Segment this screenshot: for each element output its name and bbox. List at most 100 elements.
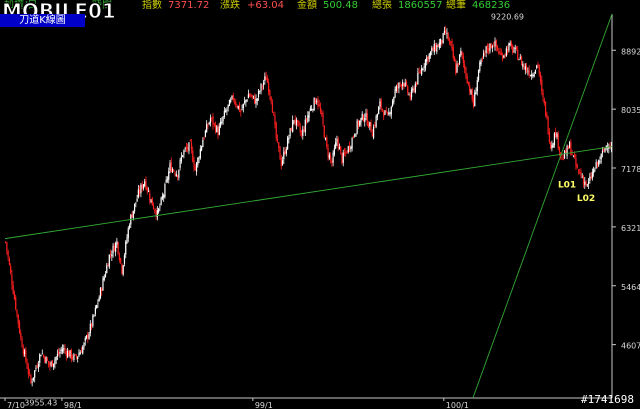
candle-body xyxy=(139,189,141,194)
candle-body xyxy=(452,47,454,58)
candle-body xyxy=(311,109,313,110)
candle-body xyxy=(209,118,212,123)
candle-body xyxy=(47,360,50,364)
candle-body xyxy=(275,122,277,139)
candle-body xyxy=(437,45,439,47)
candle-body xyxy=(546,113,548,118)
candle-body xyxy=(442,33,444,44)
y-tick-label: 7178 xyxy=(621,165,640,174)
chart-tool-label[interactable]: 刀道K線圖 xyxy=(0,14,85,27)
candle-body xyxy=(351,138,353,149)
candle-body xyxy=(419,72,421,74)
candle-body xyxy=(256,98,258,101)
candle-body xyxy=(31,381,33,383)
candle-body xyxy=(26,362,28,369)
candle-body xyxy=(206,124,208,133)
candle-body xyxy=(490,43,492,49)
candle-body xyxy=(465,67,467,77)
candle-body xyxy=(257,90,260,98)
candle-body xyxy=(480,59,482,65)
candle-body xyxy=(360,118,362,123)
x-tick-label: 98/1 xyxy=(64,401,82,409)
candle-body xyxy=(577,169,580,171)
candle-body xyxy=(142,184,145,189)
candle-body xyxy=(522,64,524,67)
candle-body xyxy=(107,265,109,267)
candle-body xyxy=(152,205,155,209)
y-tick-label: 4607 xyxy=(621,342,640,351)
candle-body xyxy=(59,351,61,354)
candle-body xyxy=(532,75,534,77)
candle-body xyxy=(160,197,162,205)
candle-body xyxy=(287,137,289,150)
candle-body xyxy=(359,120,361,126)
candle-body xyxy=(371,133,373,137)
candle-body xyxy=(6,242,8,251)
candle-body xyxy=(323,125,325,138)
candle-body xyxy=(241,108,243,110)
candle-body xyxy=(537,64,539,66)
candle-body xyxy=(515,46,518,49)
candle-body xyxy=(605,145,607,148)
candle-body xyxy=(562,158,564,160)
candle-body xyxy=(341,152,343,164)
candle-body xyxy=(523,64,525,68)
candle-body xyxy=(576,164,578,168)
candle-body xyxy=(250,95,252,97)
candle-body xyxy=(136,198,138,202)
candle-body xyxy=(146,187,148,191)
candle-body xyxy=(166,178,169,180)
candle-body xyxy=(398,82,400,89)
candle-body xyxy=(115,243,117,252)
candle-body xyxy=(314,99,317,104)
candle-body xyxy=(426,57,428,62)
candle-body xyxy=(327,148,329,157)
candle-body xyxy=(384,110,386,115)
candle-body xyxy=(203,138,205,139)
candle-body xyxy=(29,372,31,374)
quote-header: 加權/日 時間 指數 7371.72 漲跌 +63.04 金額 500.48 總… xyxy=(0,0,640,13)
count-value: 468236 xyxy=(472,0,511,11)
candle-body xyxy=(247,94,249,99)
candle-body xyxy=(527,71,529,73)
candle-body xyxy=(333,148,335,155)
candle-body xyxy=(183,150,185,155)
candle-body xyxy=(533,74,535,77)
candle-body xyxy=(427,56,429,61)
candle-body xyxy=(61,349,64,352)
candle-body xyxy=(340,146,342,152)
candle-body xyxy=(49,362,51,367)
candle-body xyxy=(451,41,453,49)
candle-body xyxy=(479,62,481,71)
candle-body xyxy=(385,111,387,112)
candle-body xyxy=(50,361,52,366)
candle-body xyxy=(151,197,153,206)
candle-body xyxy=(582,176,585,184)
volume-value: 1860557 xyxy=(398,0,443,11)
candle-body xyxy=(555,132,557,137)
candle-body xyxy=(228,100,231,107)
candle-body xyxy=(408,94,410,95)
candle-body xyxy=(456,64,458,73)
candle-body xyxy=(567,146,569,150)
candle-body xyxy=(455,63,457,74)
candle-body xyxy=(44,356,46,363)
candle-body xyxy=(188,142,190,152)
candle-body xyxy=(399,83,401,85)
candle-body xyxy=(17,314,19,324)
candle-body xyxy=(372,126,375,139)
candle-body xyxy=(542,92,544,98)
candle-body xyxy=(370,123,372,133)
candle-body xyxy=(436,44,438,52)
candle-body xyxy=(526,66,528,72)
annotation-label: 3955.43 xyxy=(24,398,57,407)
candle-body xyxy=(8,258,10,265)
candle-body xyxy=(309,108,311,111)
candle-body xyxy=(94,307,96,314)
candle-body xyxy=(313,97,315,111)
candle-body xyxy=(518,59,520,61)
candle-body xyxy=(106,265,108,274)
candle-body xyxy=(489,43,491,52)
candle-body xyxy=(305,119,308,121)
candle-body xyxy=(23,350,26,355)
